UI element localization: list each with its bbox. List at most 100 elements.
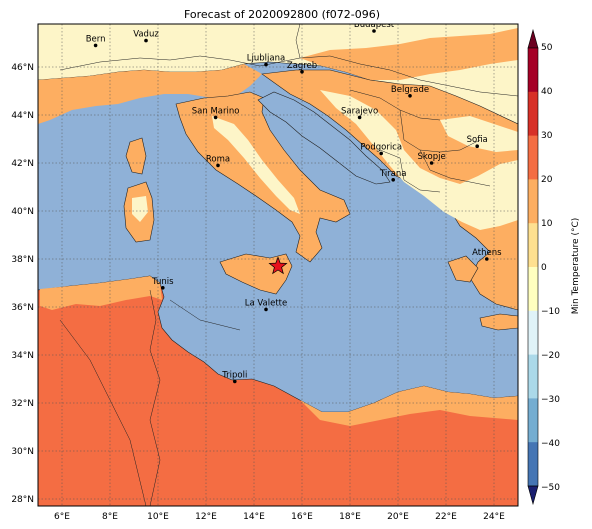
city-dot (300, 70, 304, 74)
city-label: Roma (206, 154, 230, 164)
colorbar-tick: −30 (541, 395, 560, 405)
lat-tick: 34°N (11, 351, 34, 361)
lat-tick: 28°N (11, 495, 34, 505)
colorbar-segment (528, 398, 538, 443)
city-label: Tirana (379, 169, 407, 179)
city-label: Sarajevo (341, 106, 378, 116)
lon-tick: 10°E (147, 512, 169, 522)
po-valley-mild (38, 64, 262, 124)
colorbar-segment (528, 223, 538, 268)
city-label: Budapest (354, 20, 395, 30)
city-dot (357, 115, 362, 120)
lat-tick: 46°N (11, 63, 34, 73)
bulgaria-cool (440, 116, 518, 152)
colorbar-tick-labels: 50 40 30 20 10 0 −10 −20 −30 −40 −50 (541, 43, 560, 493)
colorbar-segment (528, 442, 538, 487)
city-dot (379, 151, 384, 156)
lon-tick-labels: 6°E 8°E 10°E 12°E 14°E 16°E 18°E 20°E 22… (54, 512, 505, 522)
colorbar-tick: 40 (541, 87, 553, 97)
dinaric-cool (320, 90, 518, 230)
city-dot (391, 178, 396, 182)
city-label: Tripoli (221, 370, 247, 380)
city-label: Vaduz (133, 30, 159, 40)
location-marker-layer (268, 256, 288, 275)
lon-tick: 8°E (102, 512, 118, 522)
colorbar-tick: 20 (541, 175, 553, 185)
lon-tick: 20°E (387, 512, 409, 522)
lat-tick: 32°N (11, 399, 34, 409)
lon-tick: 6°E (54, 512, 70, 522)
colorbar-frame (527, 47, 539, 487)
city-label: Zagreb (287, 61, 317, 71)
libya-mild-coast (300, 386, 518, 426)
location-star-marker (268, 256, 288, 275)
lon-tick: 14°E (243, 512, 265, 522)
peloponnese (447, 255, 479, 283)
city-label: Sofia (467, 135, 488, 145)
lon-tick: 24°E (483, 512, 505, 522)
city-dot (408, 94, 412, 98)
city-dot (264, 62, 268, 67)
colorbar-tick: −40 (541, 439, 560, 449)
apennines-cool (212, 116, 300, 214)
colorbar-tick: −20 (541, 351, 560, 361)
city-dot (161, 286, 165, 290)
colorbar-segment (528, 135, 538, 180)
colorbar-segment (528, 179, 538, 224)
colorbar-tick: 50 (541, 43, 553, 53)
figure-title: Forecast of 2020092800 (f072-096) (184, 8, 380, 21)
colorbar-tick: −10 (541, 307, 560, 317)
city-label: Athens (472, 248, 502, 258)
lon-tick: 16°E (291, 512, 313, 522)
colorbar-segment (528, 310, 538, 356)
city-dot (429, 161, 434, 165)
city-dot (93, 43, 98, 48)
graticule (38, 24, 518, 506)
lat-tick: 30°N (11, 447, 34, 457)
map-frame (37, 23, 519, 507)
lon-tick: 22°E (435, 512, 457, 522)
lat-tick: 44°N (11, 111, 34, 121)
colorbar-tick: 30 (541, 131, 553, 141)
city-label: Bern (86, 34, 106, 44)
crete (479, 313, 518, 331)
city-label: San Marino (192, 106, 240, 116)
colorbar-segment (528, 48, 538, 93)
city-label: Ljubljana (247, 54, 285, 64)
city-label: La Valette (245, 298, 288, 308)
city-label: Tunis (151, 277, 174, 287)
colorbar-tick: 0 (541, 263, 547, 273)
city-dot (485, 257, 489, 261)
city-dot (372, 29, 376, 33)
city-dot (144, 38, 148, 43)
colorbar-max-arrow (527, 28, 539, 49)
lat-tick: 36°N (11, 303, 34, 313)
colorbar-min-arrow (527, 485, 539, 506)
lon-tick: 12°E (195, 512, 217, 522)
tunisia-mild-patch (40, 276, 162, 310)
colorbar-segment (528, 91, 538, 137)
city-dot (213, 115, 218, 120)
city-dot (216, 163, 220, 168)
colorbar-label: Min Temperature (°C) (571, 218, 581, 315)
city-label: Skopje (417, 152, 445, 162)
colorbar-tick: 10 (541, 219, 553, 229)
colorbar-tick: −50 (541, 483, 560, 493)
city-dot (233, 379, 237, 384)
lat-tick: 38°N (11, 255, 34, 265)
sardinia-cool (132, 196, 148, 222)
lat-tick: 42°N (11, 159, 34, 169)
colorbar-segment (528, 354, 538, 399)
city-dot (264, 307, 268, 312)
corsica (125, 137, 147, 175)
city-label: Belgrade (391, 85, 429, 95)
lat-tick-labels: 46°N 44°N 42°N 40°N 38°N 36°N 34°N 32°N … (11, 63, 34, 505)
lon-tick: 18°E (339, 512, 361, 522)
city-label: Podgorica (360, 142, 402, 152)
colorbar-segment (528, 267, 538, 312)
colorbar (527, 28, 539, 506)
lat-tick: 40°N (11, 207, 34, 217)
